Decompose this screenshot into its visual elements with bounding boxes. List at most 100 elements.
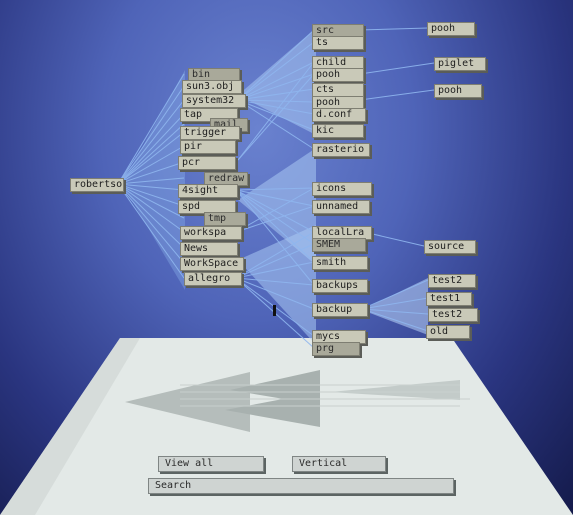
file-node[interactable]: rasterio: [312, 143, 370, 157]
leaf-node[interactable]: test2: [428, 308, 478, 322]
node-label: 4sight: [182, 185, 219, 196]
node-label: WorkSpace: [184, 258, 239, 269]
node-label: pcr: [182, 157, 201, 168]
tree-link: [235, 189, 315, 286]
tree-link: [117, 183, 185, 233]
tree-link: [237, 99, 315, 150]
node-label: kic: [316, 125, 335, 136]
dir-node[interactable]: workspa: [180, 226, 242, 240]
leaf-node[interactable]: old: [426, 325, 470, 339]
file-node[interactable]: kic: [312, 124, 364, 138]
file-node[interactable]: icons: [312, 182, 372, 196]
node-label: trigger: [184, 127, 227, 138]
search-label: Search: [155, 480, 192, 491]
dir-node[interactable]: pir: [180, 140, 236, 154]
tree-link: [237, 41, 315, 101]
tree-link: [235, 277, 315, 286]
leaf-node[interactable]: test2: [428, 274, 476, 288]
dir-node[interactable]: pcr: [178, 156, 236, 170]
dir-node-allegro[interactable]: allegro: [184, 272, 242, 286]
tree-link: [117, 183, 185, 207]
view-all-button[interactable]: View all: [158, 456, 264, 472]
leaf-node[interactable]: piglet: [434, 57, 486, 71]
tree-link: [235, 231, 315, 279]
tree-link: [235, 187, 315, 233]
node-label: old: [430, 326, 449, 337]
node-label: prg: [316, 343, 335, 354]
node-label: pooh: [316, 69, 341, 80]
node-label: child: [316, 57, 347, 68]
tree-link: [235, 189, 315, 245]
node-label: piglet: [438, 58, 475, 69]
node-label: system32: [186, 95, 235, 106]
node-label: rasterio: [316, 144, 365, 155]
dir-node[interactable]: system32: [182, 94, 246, 108]
node-label: unnamed: [316, 201, 359, 212]
tree-link: [361, 279, 429, 310]
tree-link: [117, 145, 185, 185]
tree-link: [117, 183, 185, 249]
vertical-button[interactable]: Vertical: [292, 456, 386, 472]
file-node[interactable]: SMEM: [312, 238, 366, 252]
floor-plane-shade: [0, 338, 140, 515]
node-label: sun3.obj: [186, 81, 235, 92]
file-node[interactable]: d.conf: [312, 108, 366, 122]
tree-link: [363, 231, 425, 247]
file-node-backup[interactable]: backup: [312, 303, 368, 317]
vertical-label: Vertical: [299, 458, 348, 469]
tree-link: [117, 113, 185, 185]
node-label: allegro: [188, 273, 231, 284]
dir-node[interactable]: trigger: [180, 126, 240, 140]
node-label: backup: [316, 304, 353, 315]
root-node-robertso[interactable]: robertso: [70, 178, 124, 192]
view-all-label: View all: [165, 458, 214, 469]
leaf-node[interactable]: source: [424, 240, 476, 254]
file-node[interactable]: smith: [312, 256, 368, 270]
cone-fill-backup: [362, 278, 428, 335]
floor-shadow-cone-b: [225, 392, 320, 427]
tree-link: [117, 183, 185, 279]
leaf-node[interactable]: test1: [426, 292, 472, 306]
dir-node[interactable]: News: [180, 242, 238, 256]
node-label: pooh: [431, 23, 456, 34]
tree-link: [237, 73, 315, 161]
dir-node[interactable]: spd: [178, 200, 236, 214]
search-field[interactable]: Search: [148, 478, 454, 494]
leaf-node[interactable]: pooh: [434, 84, 482, 98]
tree-link: [235, 189, 315, 233]
file-node[interactable]: prg: [312, 342, 360, 356]
node-label: backups: [316, 280, 359, 291]
dir-node[interactable]: WorkSpace: [180, 257, 244, 271]
tree-link: [237, 61, 315, 101]
tree-link: [235, 277, 315, 310]
node-label: pooh: [316, 97, 341, 108]
tree-link: [237, 99, 315, 115]
floor-shadow-lines: [180, 384, 470, 407]
node-label: localLra: [316, 227, 365, 238]
node-label: SMEM: [316, 239, 341, 250]
tree-link: [237, 99, 315, 103]
file-node[interactable]: ts: [312, 36, 364, 50]
tree-link: [235, 243, 315, 279]
root-cone-fill: [122, 70, 185, 290]
node-label: cts: [316, 84, 335, 95]
pointer-cursor: [273, 305, 276, 316]
node-label: test1: [430, 293, 461, 304]
node-label: News: [184, 243, 209, 254]
dir-node[interactable]: redraw: [204, 172, 248, 186]
tree-link: [235, 205, 315, 233]
floor-shadow-cone-root: [125, 372, 250, 432]
dir-node[interactable]: tmp: [204, 212, 246, 226]
node-label: src: [316, 25, 335, 36]
file-node[interactable]: unnamed: [312, 200, 370, 214]
dir-node[interactable]: 4sight: [178, 184, 238, 198]
tree-link: [117, 161, 185, 185]
file-node[interactable]: pooh: [312, 68, 364, 82]
file-node[interactable]: backups: [312, 279, 368, 293]
leaf-node[interactable]: pooh: [427, 22, 475, 36]
tree-link: [361, 308, 429, 332]
dir-node[interactable]: sun3.obj: [182, 80, 242, 94]
file-node[interactable]: cts: [312, 83, 364, 97]
